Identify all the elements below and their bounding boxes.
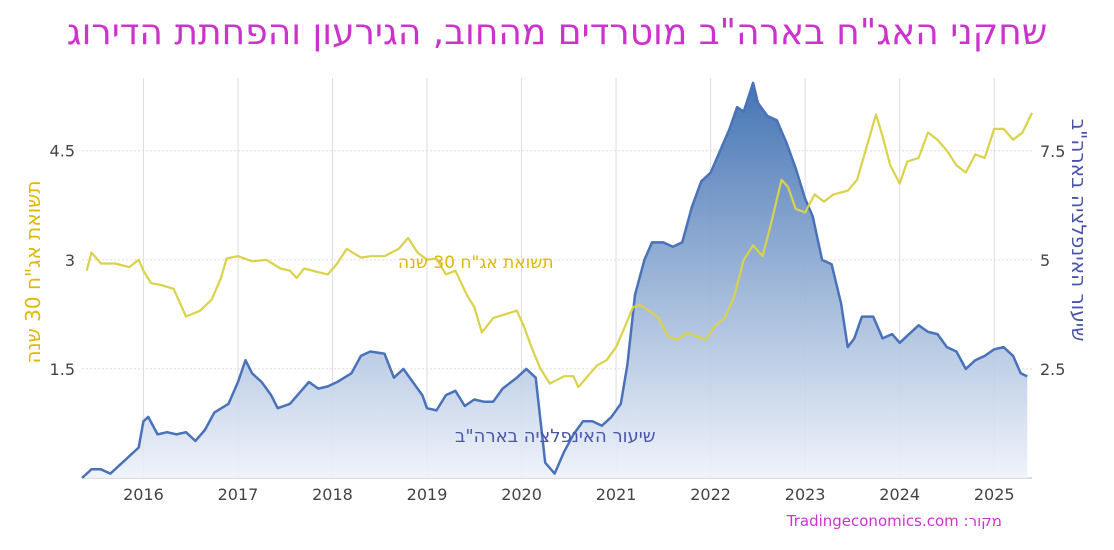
x-tick-label: 2018 xyxy=(312,485,353,504)
chart-title: שחקני האג"ח בארה"ב מוטרדים מהחוב, הגירעו… xyxy=(66,12,1048,53)
series-label-yield: תשואת אג"ח 30 שנה xyxy=(398,253,554,273)
right-axis-title: שיעור האינפלציה בארה"ב xyxy=(1067,119,1091,342)
x-tick-label: 2016 xyxy=(123,485,164,504)
x-tick-label: 2024 xyxy=(879,485,920,504)
x-tick-label: 2022 xyxy=(690,485,731,504)
x-tick-label: 2019 xyxy=(407,485,448,504)
x-tick-label: 2020 xyxy=(501,485,542,504)
x-tick-label: 2021 xyxy=(596,485,637,504)
right-tick-label: 7.5 xyxy=(1040,142,1065,161)
left-axis-title: תשואת אג"ח 30 שנה xyxy=(21,181,45,364)
line-layer xyxy=(81,81,1033,479)
series-label-inflation: שיעור האינפלציה בארה"ב xyxy=(455,426,656,447)
inflation-area-layer xyxy=(82,82,1028,479)
ticks-layer: 2016 2017 2018 2019 2020 2021 2022 2023 2024 2025… xyxy=(50,142,1066,504)
x-tick-label: 2025 xyxy=(974,485,1015,504)
left-tick-label: 4.5 xyxy=(50,142,75,161)
inflation-line xyxy=(81,81,1028,479)
x-tick-label: 2023 xyxy=(785,485,826,504)
left-tick-label: 1.5 xyxy=(50,360,75,379)
source-credit: מקור: Tradingeconomics.com xyxy=(786,512,1002,530)
right-tick-label: 5 xyxy=(1040,251,1050,270)
right-tick-label: 2.5 xyxy=(1040,360,1065,379)
x-tick-label: 2017 xyxy=(218,485,259,504)
yield-line xyxy=(85,112,1033,389)
inflation-area xyxy=(82,82,1028,479)
left-tick-label: 3 xyxy=(65,251,75,270)
